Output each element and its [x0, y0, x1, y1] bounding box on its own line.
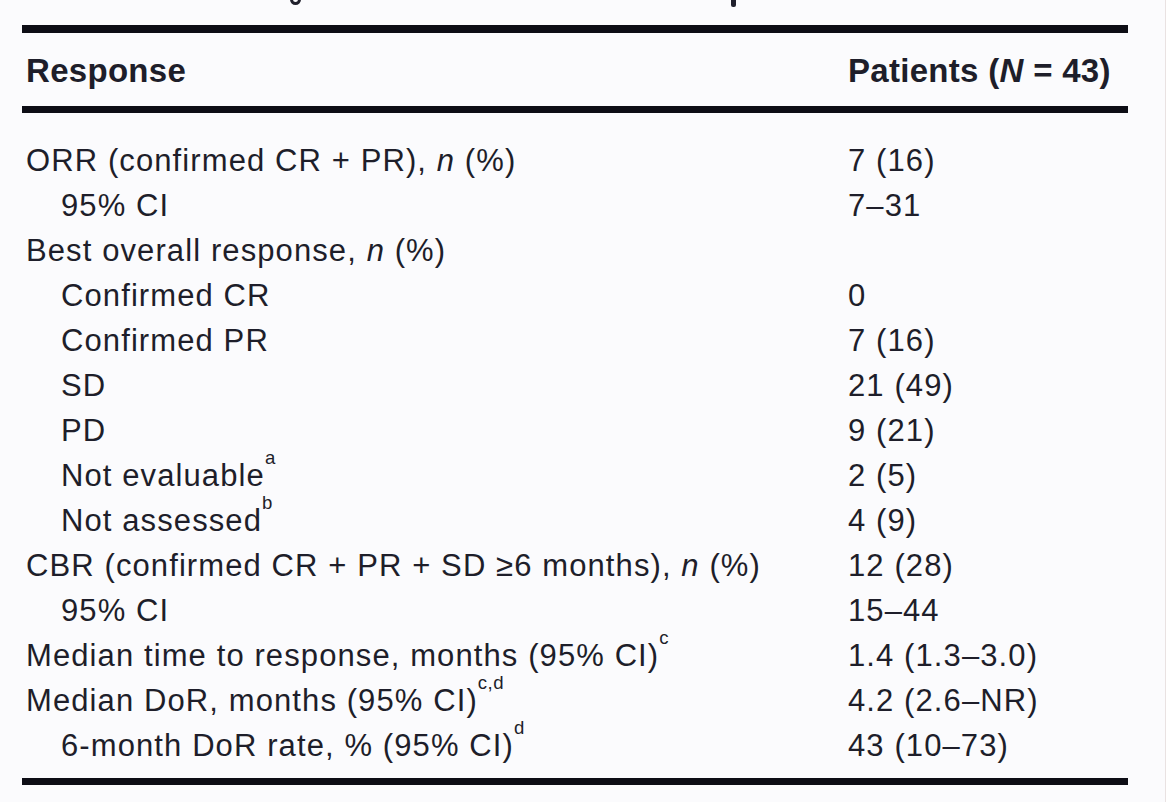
row-value: 2 (5) [848, 458, 917, 494]
row-label: SD [26, 368, 106, 404]
row-value: 43 (10–73) [848, 728, 1009, 764]
table-row: 95% CI 7–31 [26, 183, 1132, 228]
row-value: 21 (49) [848, 368, 954, 404]
row-label: 95% CI [26, 188, 169, 224]
footnote-marker: c [659, 627, 669, 648]
response-table: Response Patients (N = 43) ORR (confirme… [0, 0, 1166, 802]
row-label: PD [26, 413, 106, 449]
row-value: 12 (28) [848, 548, 954, 584]
row-value: 15–44 [848, 593, 940, 629]
row-value: 0 [848, 278, 866, 314]
table-header-row: Response Patients (N = 43) [26, 48, 1132, 94]
row-value: 7–31 [848, 188, 921, 224]
row-label: Median time to response, months (95% CI)… [26, 638, 669, 674]
table-body: ORR (confirmed CR + PR), n (%) 7 (16) 95… [26, 138, 1132, 768]
row-label: Not assessedb [26, 503, 273, 539]
patients-header-n-italic: N [1000, 52, 1024, 89]
row-label: CBR (confirmed CR + PR + SD ≥6 months), … [26, 548, 761, 584]
table-row: 6-month DoR rate, % (95% CI)d 43 (10–73) [26, 723, 1132, 768]
row-value: 1.4 (1.3–3.0) [848, 638, 1038, 674]
table-row: Not assessedb 4 (9) [26, 498, 1132, 543]
row-value: 4.2 (2.6–NR) [848, 683, 1039, 719]
row-value: 7 (16) [848, 323, 936, 359]
row-label: Best overall response, n (%) [26, 233, 446, 269]
footnote-marker: d [514, 717, 525, 738]
table-row: Not evaluablea 2 (5) [26, 453, 1132, 498]
table-row: CBR (confirmed CR + PR + SD ≥6 months), … [26, 543, 1132, 588]
table-row: Confirmed CR 0 [26, 273, 1132, 318]
column-header-patients: Patients (N = 43) [848, 52, 1111, 90]
table-row: Median time to response, months (95% CI)… [26, 633, 1132, 678]
row-label: Confirmed PR [26, 323, 269, 359]
row-label: ORR (confirmed CR + PR), n (%) [26, 143, 516, 179]
row-value: 4 (9) [848, 503, 917, 539]
row-value: 9 (21) [848, 413, 936, 449]
table-row: SD 21 (49) [26, 363, 1132, 408]
table-header-rule [22, 106, 1128, 113]
table-row: Median DoR, months (95% CI)c,d 4.2 (2.6–… [26, 678, 1132, 723]
row-label: Confirmed CR [26, 278, 271, 314]
row-value: 7 (16) [848, 143, 936, 179]
footnote-marker: c,d [478, 672, 504, 693]
footnote-marker: a [265, 447, 276, 468]
table-row: PD 9 (21) [26, 408, 1132, 453]
row-label: 6-month DoR rate, % (95% CI)d [26, 728, 525, 764]
patients-header-text: = 43) [1024, 52, 1111, 89]
cropped-caption-fragment [731, 0, 736, 7]
row-label: 95% CI [26, 593, 169, 629]
table-row: 95% CI 15–44 [26, 588, 1132, 633]
cropped-caption-fragment [290, 0, 301, 5]
table-row: ORR (confirmed CR + PR), n (%) 7 (16) [26, 138, 1132, 183]
table-row: Best overall response, n (%) [26, 228, 1132, 273]
footnote-marker: b [262, 492, 273, 513]
row-label: Not evaluablea [26, 458, 276, 494]
patients-header-text: Patients ( [848, 52, 1000, 89]
table-row: Confirmed PR 7 (16) [26, 318, 1132, 363]
column-header-response: Response [26, 52, 186, 90]
row-label: Median DoR, months (95% CI)c,d [26, 683, 504, 719]
table-top-rule [22, 25, 1128, 33]
table-bottom-rule [22, 778, 1128, 785]
